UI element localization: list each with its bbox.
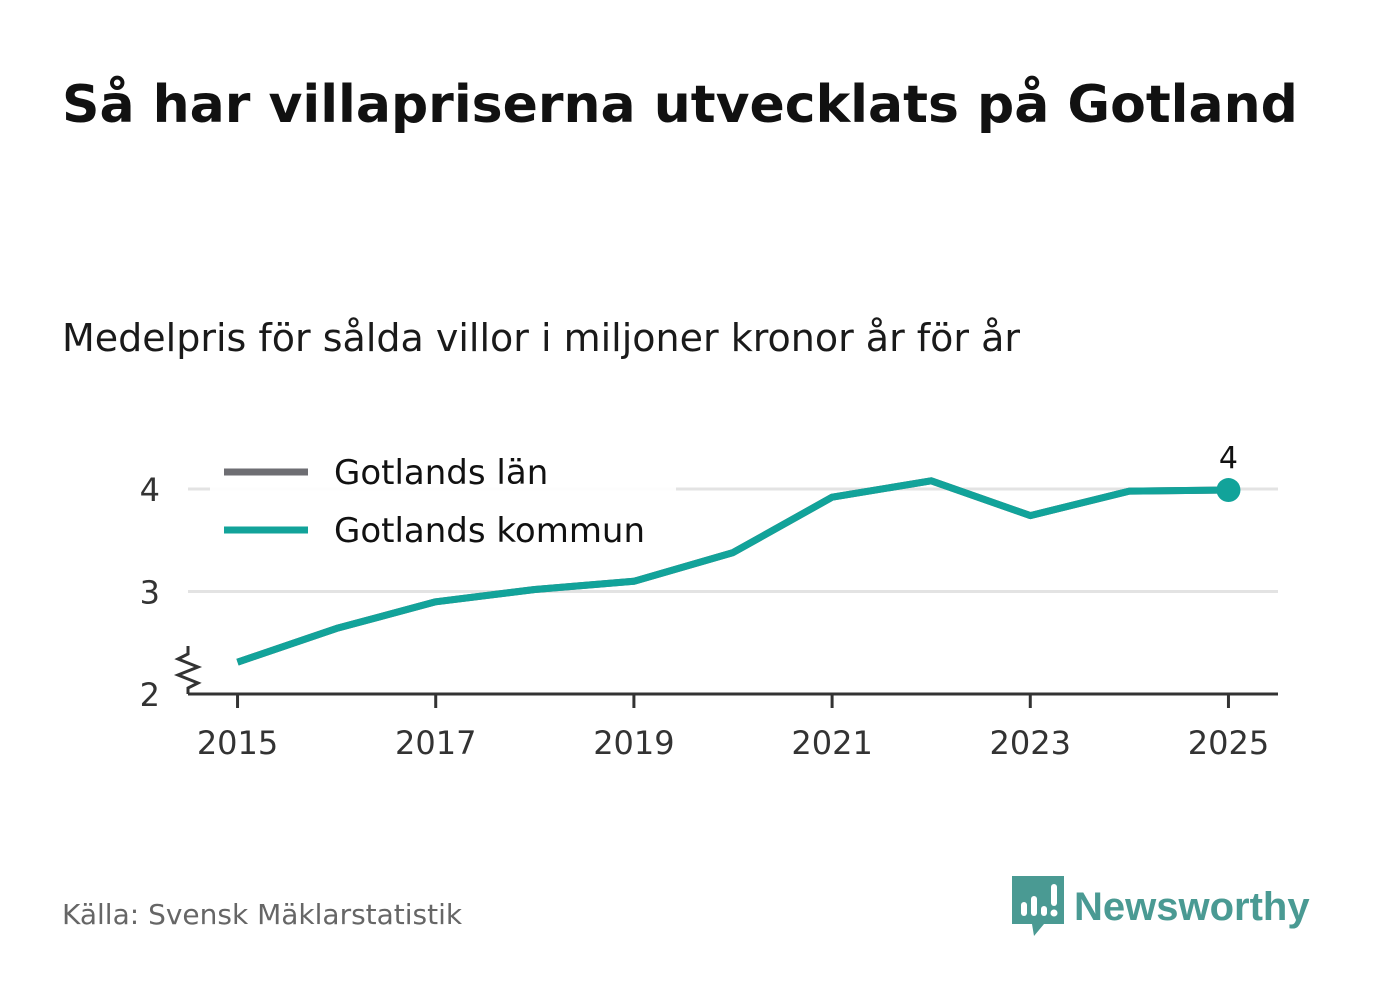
x-tick-label-2021: 2021 [791, 724, 872, 762]
legend-label-1: Gotlands kommun [334, 511, 645, 551]
newsworthy-logo-icon [1012, 876, 1064, 936]
x-tick-label-2023: 2023 [990, 724, 1071, 762]
y-tick-label-2: 2 [140, 676, 160, 714]
x-tick-label-2025: 2025 [1188, 724, 1269, 762]
legend: Gotlands län Gotlands kommun [210, 446, 676, 564]
brand-logo: Newsworthy [1012, 876, 1310, 938]
chart-subtitle: Medelpris för sålda villor i miljoner kr… [62, 316, 1021, 360]
x-tick-label-2017: 2017 [395, 724, 476, 762]
axis-break-icon [173, 646, 203, 694]
x-tick-label-2019: 2019 [593, 724, 674, 762]
brand-name: Newsworthy [1074, 884, 1310, 929]
end-point-label: 4 [1219, 441, 1238, 476]
end-point-marker [1216, 478, 1241, 503]
source-note: Källa: Svensk Mäklarstatistik [62, 898, 463, 931]
series-lines: 4 [236, 441, 1241, 666]
chart-title: Så har villapriserna utvecklats på Gotla… [62, 75, 1298, 135]
series-line-1 [236, 477, 1229, 666]
y-tick-label-4: 4 [140, 471, 160, 509]
legend-background [210, 446, 676, 564]
legend-label-0: Gotlands län [334, 453, 548, 493]
y-tick-label-3: 3 [140, 574, 160, 612]
x-tick-label-2015: 2015 [197, 724, 278, 762]
axes: 2 3 4 2015 2017 2019 2021 2023 2025 [140, 471, 1278, 762]
